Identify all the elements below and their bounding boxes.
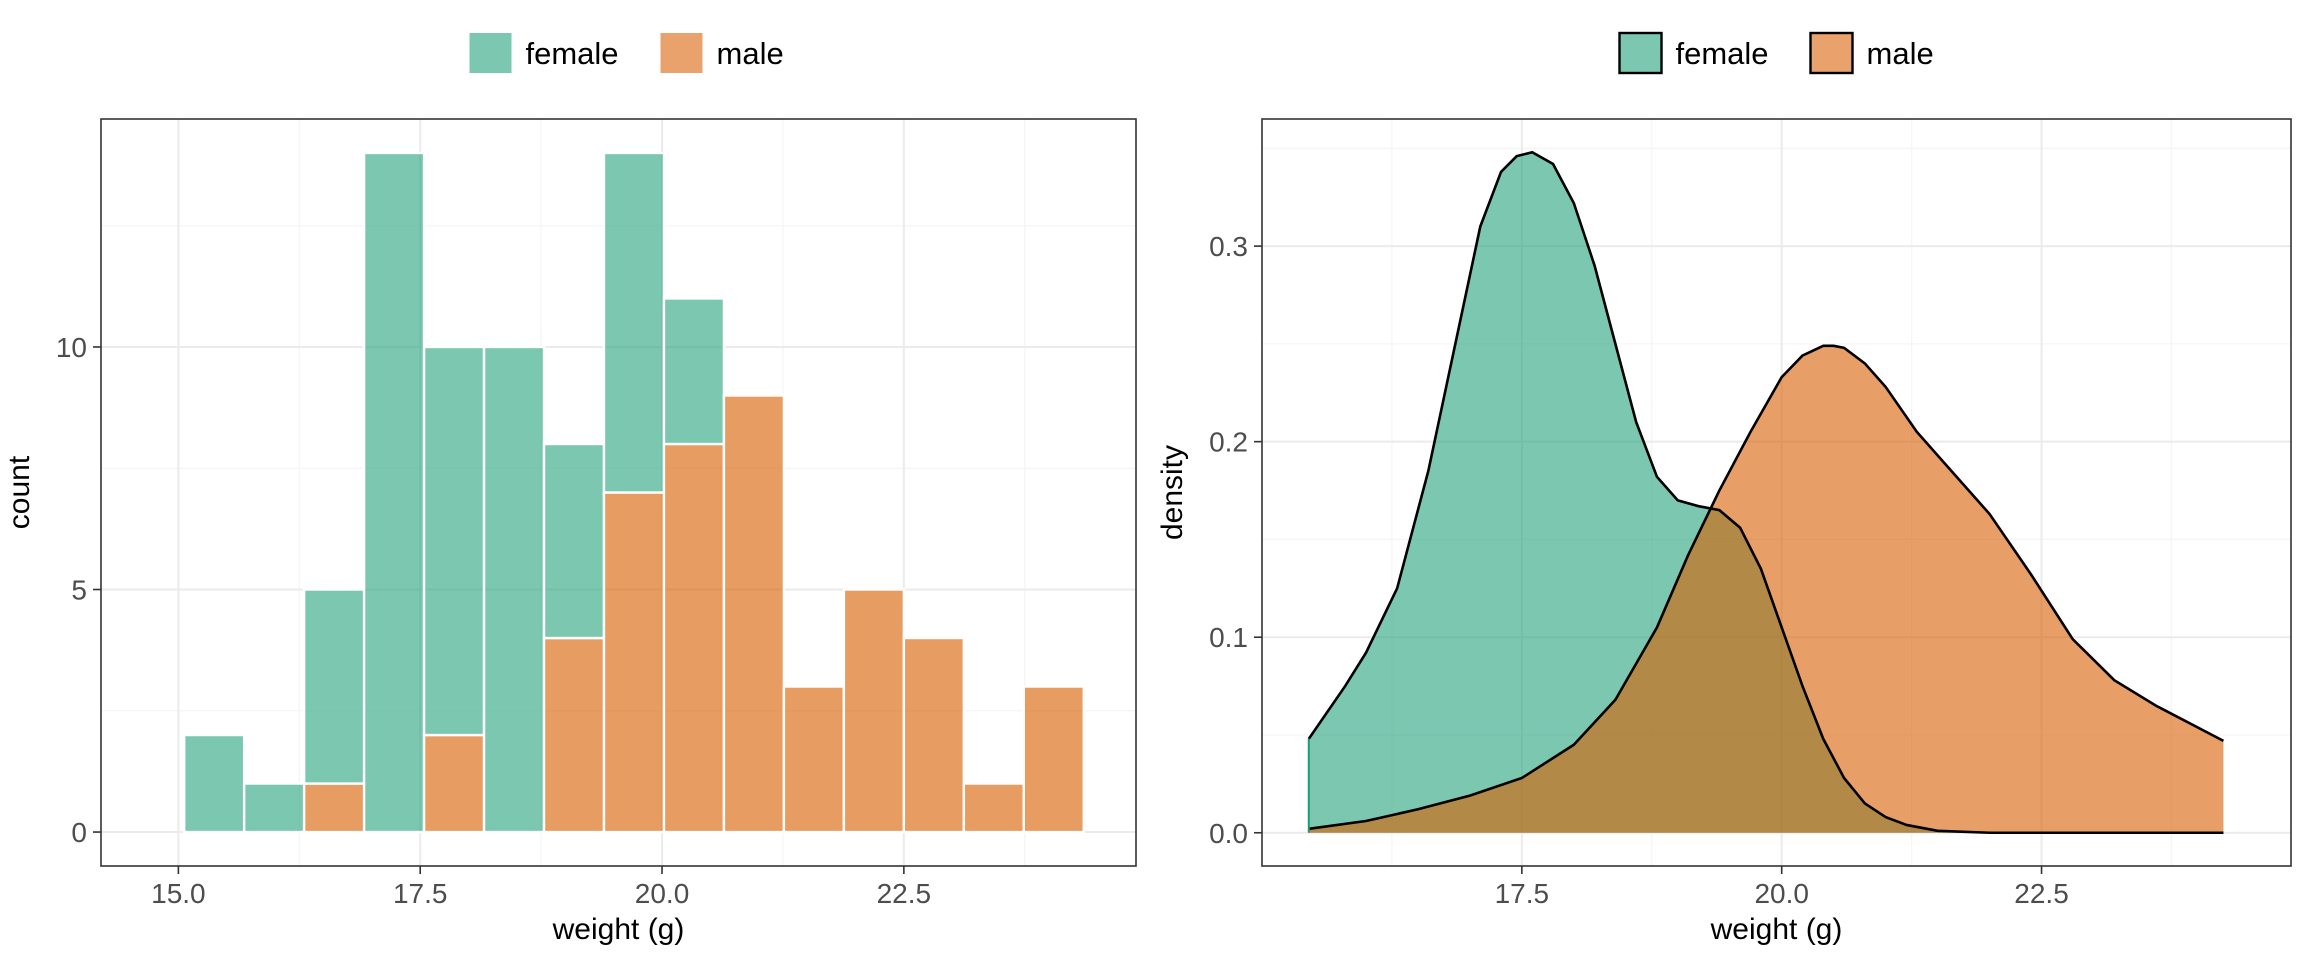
legend-label-female: female (526, 36, 619, 71)
y-tick-label: 0.0 (1209, 818, 1248, 849)
bar-female (242, 782, 306, 834)
bar-female (662, 297, 726, 446)
bar-male (542, 636, 606, 834)
density-area-male (1308, 345, 2224, 833)
bar-female (542, 442, 606, 640)
x-tick-label: 22.5 (877, 878, 932, 909)
x-tick-label: 22.5 (2014, 878, 2069, 909)
bar-male (722, 394, 786, 834)
bar-male (302, 782, 366, 834)
x-axis-title: weight (g) (1710, 913, 1843, 946)
bar-male (842, 588, 906, 834)
bar-female (422, 345, 486, 737)
y-tick-label: 0.2 (1209, 427, 1248, 458)
bar-male (902, 636, 966, 834)
x-tick-label: 17.5 (1495, 878, 1550, 909)
bar-male (1022, 685, 1085, 834)
y-axis-title: count (3, 455, 36, 529)
density-outline-female (1307, 150, 2224, 835)
bar-male (422, 733, 486, 834)
legend-label-male: male (1867, 36, 1934, 71)
bar-female (602, 151, 666, 494)
y-tick-label: 5 (71, 575, 87, 606)
x-tick-label: 17.5 (393, 878, 448, 909)
legend-key-male (660, 33, 703, 73)
bar-male (782, 685, 846, 834)
y-tick-label: 0.1 (1209, 622, 1248, 653)
x-tick-label: 15.0 (151, 878, 206, 909)
y-tick-label: 10 (56, 332, 87, 363)
bar-female (482, 345, 546, 834)
panel-border (100, 118, 1137, 867)
bar-female (182, 733, 246, 834)
legend-key-female (469, 33, 512, 73)
bar-female (302, 588, 366, 785)
bar-male (602, 491, 666, 834)
histogram-panel: 15.0 17.5 20.0 22.5 0 5 10 weight (g) count femal… (3, 33, 1137, 946)
x-tick-label: 20.0 (1754, 878, 1809, 909)
density-outline-male (1308, 344, 2225, 831)
legend-label-male: male (717, 36, 784, 71)
x-tick-label: 20.0 (635, 878, 690, 909)
bar-male (662, 442, 726, 834)
legend-key-female (1618, 31, 1663, 75)
bar-female (362, 151, 426, 834)
x-axis-title: weight (g) (552, 913, 685, 946)
density-panel: 17.5 20.0 22.5 0.0 0.1 0.2 0.3 weight (g) densit… (1156, 31, 2292, 946)
panel-border (1261, 118, 2292, 867)
y-axis-title: density (1156, 445, 1189, 540)
bar-male (962, 782, 1025, 834)
density-area-female (1308, 152, 2224, 833)
legend-key-male (1809, 31, 1854, 75)
y-tick-label: 0 (71, 817, 87, 848)
legend-label-female: female (1676, 36, 1769, 71)
y-tick-label: 0.3 (1209, 231, 1248, 262)
